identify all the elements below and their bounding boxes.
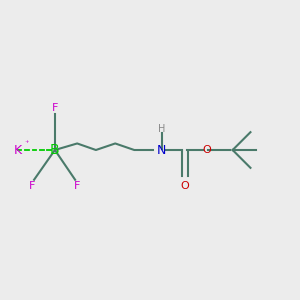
Text: O: O bbox=[180, 181, 189, 191]
Text: O: O bbox=[203, 145, 212, 155]
Text: B: B bbox=[50, 143, 60, 157]
Text: ⁺: ⁺ bbox=[24, 139, 29, 148]
Text: K: K bbox=[14, 143, 22, 157]
Text: F: F bbox=[52, 103, 58, 113]
Text: N: N bbox=[157, 143, 167, 157]
Text: F: F bbox=[28, 181, 35, 191]
Text: H: H bbox=[158, 124, 166, 134]
Text: F: F bbox=[74, 181, 81, 191]
